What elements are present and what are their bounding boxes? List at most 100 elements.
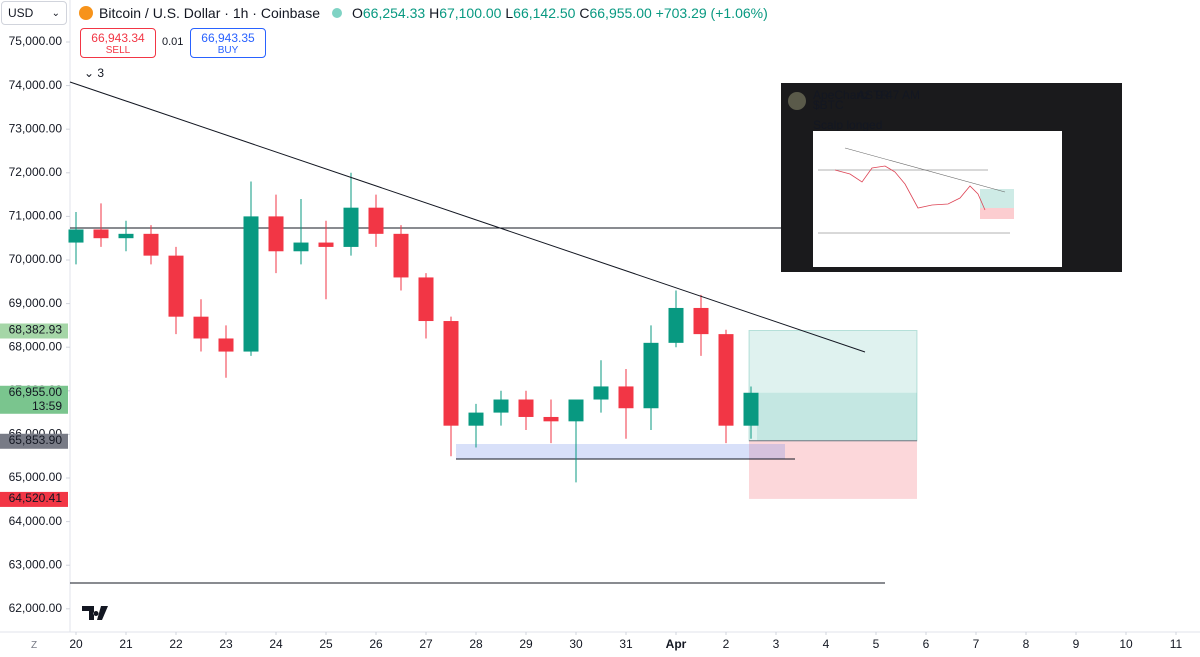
- candle-body: [443, 321, 459, 426]
- x-tick-label: 20: [69, 637, 83, 651]
- axis-zoom[interactable]: Z: [31, 640, 38, 651]
- trendline: [69, 81, 866, 353]
- candle-body: [193, 316, 209, 339]
- inset-price: [834, 165, 986, 211]
- x-tick-label: 29: [519, 637, 533, 651]
- btc-icon: [79, 6, 93, 20]
- candle-body: [393, 233, 409, 278]
- support-zone: [456, 443, 785, 459]
- change: +703.29 (+1.06%): [655, 5, 768, 21]
- buy-button[interactable]: 66,943.35 BUY: [190, 28, 266, 58]
- x-tick-label: 27: [419, 637, 433, 651]
- candle-body: [293, 242, 309, 252]
- ohlc-value: 66,254.33: [362, 5, 426, 21]
- x-tick-label: 9: [1073, 637, 1080, 651]
- x-tick-label: 28: [469, 637, 483, 651]
- inset-chart: [813, 131, 1062, 267]
- candle-body: [643, 342, 659, 409]
- inset-loss: [980, 208, 1014, 219]
- ohlc-label: C: [579, 5, 590, 21]
- candle-body: [218, 338, 234, 352]
- drawings-count: 3: [97, 66, 105, 80]
- x-tick-label: 24: [269, 637, 283, 651]
- ohlc-value: 66,955.00: [589, 5, 652, 21]
- x-tick-label: 22: [169, 637, 183, 651]
- y-tick-label: 69,000.00: [9, 296, 63, 310]
- candle-body: [343, 207, 359, 247]
- price-tag-label: 66,955.00: [9, 385, 63, 399]
- buy-price: 66,943.35: [201, 31, 255, 45]
- open-pnl-zone: [757, 392, 917, 441]
- candle-body: [368, 207, 384, 234]
- y-tick-label: 73,000.00: [9, 121, 63, 135]
- x-tick-label: 6: [923, 637, 930, 651]
- loss-zone: [749, 440, 917, 499]
- candle-body: [318, 242, 334, 247]
- x-tick-label: 2: [723, 637, 730, 651]
- ohlc-value: 66,142.50: [513, 5, 576, 21]
- price-tag: [0, 323, 68, 339]
- symbol-title: Bitcoin / U.S. Dollar · 1h · Coinbase: [99, 5, 320, 21]
- candle-body: [618, 386, 634, 409]
- ohlc-label: L: [505, 5, 514, 21]
- candle-body: [668, 307, 684, 343]
- x-tick-label: 5: [873, 637, 880, 651]
- y-tick-label: 74,000.00: [9, 78, 63, 92]
- candle-body: [493, 399, 509, 413]
- y-tick-label: 65,000.00: [9, 470, 63, 484]
- price-tag: [0, 385, 68, 414]
- avatar: [788, 92, 806, 110]
- drawings-toggle[interactable]: ⌄ 3: [84, 66, 105, 80]
- x-tick-label: 3: [773, 637, 780, 651]
- y-tick-label: 62,000.00: [9, 601, 63, 615]
- x-tick-label: 10: [1119, 637, 1133, 651]
- candle-body: [568, 399, 584, 422]
- profit-zone: [748, 330, 918, 442]
- x-tick-label: 31: [619, 637, 633, 651]
- x-tick-label: 11: [1170, 637, 1183, 651]
- x-tick-label: 25: [319, 637, 333, 651]
- buy-label: BUY: [217, 45, 239, 56]
- y-tick-label: 71,000.00: [9, 209, 63, 223]
- inset-ticker: $BTC: [813, 98, 844, 112]
- candle-body: [143, 233, 159, 256]
- x-tick-label: 30: [569, 637, 583, 651]
- price-tag-label: 64,520.41: [9, 491, 63, 505]
- price-tag-label: 68,382.93: [9, 323, 63, 337]
- tv-logo: [82, 606, 108, 620]
- ohlc-label: O: [351, 5, 363, 21]
- candle-body: [93, 229, 109, 239]
- sell-price: 66,943.34: [91, 31, 145, 45]
- inset-author: ApeChartz: [813, 88, 870, 102]
- x-tick-label: 7: [973, 637, 980, 651]
- currency-select[interactable]: USD ⌄: [1, 1, 67, 25]
- candle-body: [168, 255, 184, 317]
- x-tick-label: 21: [119, 637, 133, 651]
- candle-body: [743, 392, 759, 426]
- candle-body: [518, 399, 534, 417]
- x-tick-label: 26: [369, 637, 383, 651]
- sell-button[interactable]: 66,943.34 SELL: [80, 28, 156, 58]
- quantity: 0.01: [162, 36, 184, 48]
- candle-body: [68, 229, 84, 243]
- candle-body: [268, 216, 284, 252]
- ohlc-value: 67,100.00: [439, 5, 502, 21]
- inset-profit: [980, 189, 1014, 208]
- inset-time: 9:47 AM: [876, 88, 920, 102]
- candle-body: [693, 307, 709, 335]
- inset-badge: ASTR: [857, 88, 889, 102]
- inset-caption: Scalp longed: [813, 118, 882, 132]
- price-tag: [0, 433, 68, 449]
- header: USD ⌄ Bitcoin / U.S. Dollar · 1h · Coinba…: [0, 0, 768, 26]
- candle-body: [543, 416, 559, 422]
- ohlc-label: H: [429, 5, 440, 21]
- candle-body: [468, 412, 484, 426]
- price-tag: [0, 491, 68, 507]
- sell-label: SELL: [105, 45, 131, 56]
- y-tick-label: 70,000.00: [9, 252, 63, 266]
- candle-body: [243, 216, 259, 352]
- y-tick-label: 68,000.00: [9, 339, 63, 353]
- x-tick-label: 8: [1023, 637, 1030, 651]
